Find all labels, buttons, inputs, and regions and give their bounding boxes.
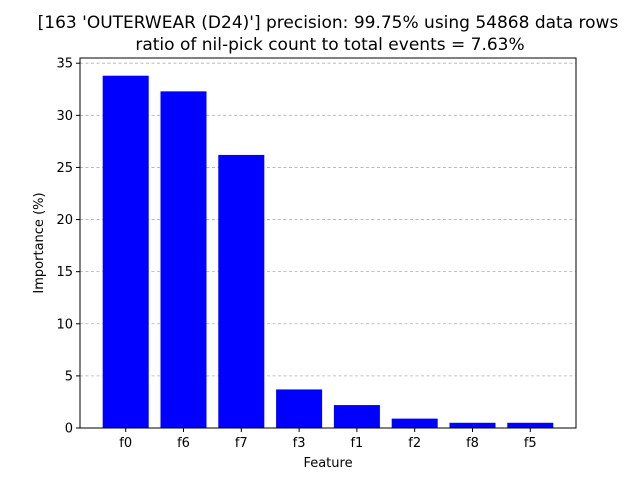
bar-f8	[449, 422, 496, 428]
x-tick-label: f2	[408, 436, 421, 451]
bar-f0	[102, 75, 149, 428]
x-tick-label: f3	[293, 436, 306, 451]
x-tick-label: f7	[235, 436, 248, 451]
bar-f6	[160, 91, 207, 428]
x-axis-label: Feature	[303, 456, 352, 471]
y-tick-label: 10	[56, 317, 73, 332]
bar-f2	[391, 418, 438, 428]
y-tick-label: 30	[56, 109, 73, 124]
x-tick-label: f1	[350, 436, 363, 451]
y-tick-label: 25	[56, 161, 73, 176]
bars	[102, 75, 554, 429]
bar-f3	[276, 389, 323, 428]
y-axis-label: Importance (%)	[32, 192, 47, 293]
x-tick-label: f8	[466, 436, 479, 451]
x-tick-label: f5	[524, 436, 537, 451]
x-axis-ticks: f0 f6 f7 f3 f1 f2 f8 f5	[119, 428, 537, 451]
bar-f7	[218, 154, 265, 429]
y-grid	[80, 62, 576, 377]
y-tick-label: 0	[65, 422, 73, 437]
x-tick-label: f0	[119, 436, 132, 451]
y-tick-label: 35	[56, 57, 73, 72]
chart-subtitle: ratio of nil-pick count to total events …	[135, 35, 524, 55]
plot-frame	[79, 57, 577, 429]
x-tick-label: f6	[177, 436, 190, 451]
y-tick-label: 15	[56, 265, 73, 280]
y-axis-ticks: 0 5 10 15 20 25 30 35	[56, 57, 80, 437]
y-tick-label: 5	[65, 369, 73, 384]
chart-title: [163 'OUTERWEAR (D24)'] precision: 99.75…	[38, 13, 619, 33]
bar-f5	[507, 422, 554, 428]
bar-f1	[333, 405, 380, 428]
y-tick-label: 20	[56, 213, 73, 228]
